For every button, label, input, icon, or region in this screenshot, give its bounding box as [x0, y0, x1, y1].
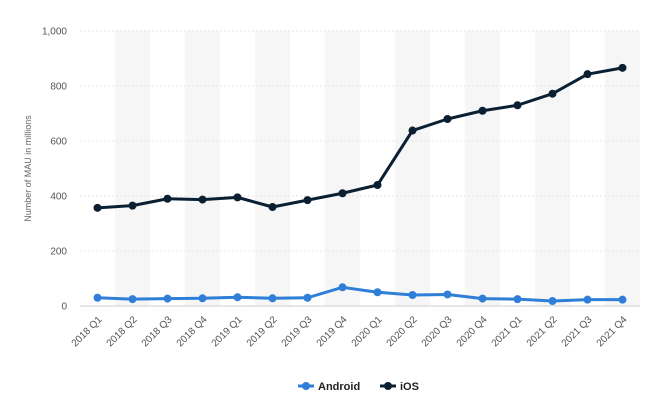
x-tick-label: 2020 Q4 [455, 314, 490, 349]
x-tick-label: 2020 Q1 [350, 314, 385, 349]
alternating-bands [115, 31, 640, 306]
x-tick-label: 2018 Q2 [105, 314, 140, 349]
data-point[interactable] [548, 297, 557, 306]
data-point[interactable] [583, 295, 592, 304]
data-point[interactable] [443, 115, 452, 123]
data-point[interactable] [408, 126, 417, 135]
y-tick-label: 0 [61, 302, 67, 313]
x-tick-label: 2020 Q2 [385, 314, 420, 349]
x-tick-label: 2018 Q1 [70, 314, 105, 349]
data-point[interactable] [303, 196, 312, 205]
x-tick-label: 2019 Q1 [210, 314, 245, 349]
data-point[interactable] [443, 290, 452, 299]
x-tick-label: 2019 Q4 [315, 314, 350, 349]
x-axis-ticks: 2018 Q1 2018 Q2 2018 Q3 2018 Q4 2019 Q1 2019 … [70, 314, 630, 349]
x-tick-label: 2021 Q2 [525, 314, 560, 349]
data-point[interactable] [408, 291, 417, 299]
legend-label: Android [318, 381, 360, 393]
x-tick-label: 2018 Q3 [140, 314, 175, 349]
y-axis-ticks: 0 200 400 600 800 1,000 [42, 27, 67, 313]
data-point[interactable] [93, 293, 102, 302]
data-point[interactable] [583, 70, 592, 79]
y-tick-label: 800 [50, 82, 67, 93]
x-tick-label: 2019 Q3 [280, 314, 315, 349]
data-point[interactable] [478, 106, 487, 115]
legend-item-ios[interactable]: iOS [380, 381, 419, 393]
data-point[interactable] [478, 294, 487, 303]
y-tick-label: 600 [50, 137, 67, 148]
series-line [96, 66, 624, 210]
x-tick-label: 2018 Q4 [175, 314, 210, 349]
data-point[interactable] [513, 101, 522, 110]
data-point[interactable] [163, 194, 172, 203]
data-point[interactable] [198, 195, 207, 204]
column-band [115, 31, 150, 306]
column-band [395, 31, 430, 306]
y-tick-label: 1,000 [42, 27, 67, 38]
data-point[interactable] [303, 293, 312, 302]
data-point[interactable] [268, 294, 277, 303]
data-point[interactable] [93, 203, 102, 212]
data-point[interactable] [128, 201, 137, 210]
data-point[interactable] [373, 181, 382, 189]
column-band [255, 31, 290, 306]
data-point[interactable] [338, 189, 347, 198]
data-point[interactable] [513, 295, 522, 304]
column-band [325, 31, 360, 306]
legend-swatch-marker [384, 382, 392, 390]
series-layer [93, 63, 627, 306]
legend: Android iOS [298, 381, 419, 393]
x-tick-label: 2021 Q4 [595, 314, 630, 349]
series-ios [93, 63, 627, 212]
series-line [96, 285, 624, 303]
x-tick-label: 2021 Q3 [560, 314, 595, 349]
data-point[interactable] [233, 193, 242, 202]
legend-swatch-marker [302, 382, 310, 390]
x-tick-label: 2021 Q1 [490, 314, 525, 349]
x-tick-label: 2020 Q3 [420, 314, 455, 349]
data-point[interactable] [268, 203, 277, 211]
column-band [535, 31, 570, 306]
data-point[interactable] [233, 293, 242, 302]
data-point[interactable] [618, 295, 627, 304]
column-band [465, 31, 500, 306]
column-band [185, 31, 220, 306]
data-point[interactable] [128, 295, 137, 304]
column-band [605, 31, 640, 306]
series-android [93, 283, 627, 306]
legend-item-android[interactable]: Android [298, 381, 360, 393]
data-point[interactable] [618, 63, 627, 72]
y-axis-title: Number of MAU in millions [23, 115, 33, 222]
x-tick-label: 2019 Q2 [245, 314, 280, 349]
data-point[interactable] [548, 89, 557, 98]
y-tick-label: 400 [50, 192, 67, 203]
y-tick-label: 200 [50, 247, 67, 258]
gridlines [80, 30, 640, 307]
data-point[interactable] [373, 288, 382, 297]
data-point[interactable] [198, 294, 207, 303]
data-point[interactable] [338, 283, 347, 292]
legend-label: iOS [400, 381, 419, 393]
data-point[interactable] [163, 294, 172, 303]
